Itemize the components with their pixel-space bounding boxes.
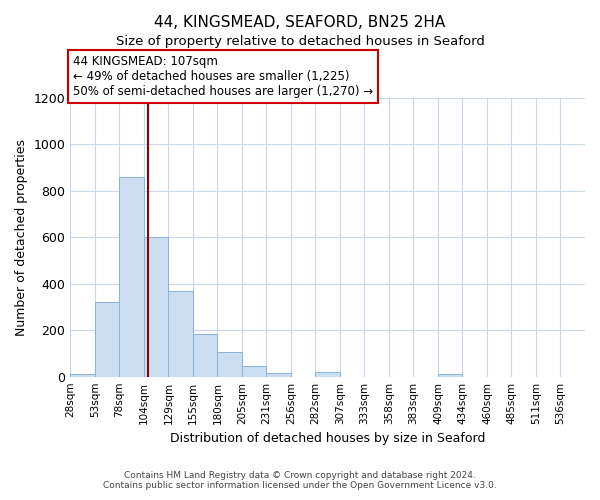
- Text: Contains HM Land Registry data © Crown copyright and database right 2024.
Contai: Contains HM Land Registry data © Crown c…: [103, 470, 497, 490]
- Bar: [193, 334, 217, 376]
- Bar: [169, 291, 193, 376]
- Bar: [242, 366, 266, 376]
- Bar: [70, 374, 95, 376]
- Bar: [95, 302, 119, 376]
- Bar: [217, 352, 242, 376]
- Bar: [266, 373, 291, 376]
- Y-axis label: Number of detached properties: Number of detached properties: [15, 139, 28, 336]
- Bar: [119, 177, 144, 376]
- Text: 44, KINGSMEAD, SEAFORD, BN25 2HA: 44, KINGSMEAD, SEAFORD, BN25 2HA: [154, 15, 446, 30]
- Text: Size of property relative to detached houses in Seaford: Size of property relative to detached ho…: [116, 35, 484, 48]
- Bar: [144, 238, 169, 376]
- X-axis label: Distribution of detached houses by size in Seaford: Distribution of detached houses by size …: [170, 432, 485, 445]
- Bar: [316, 372, 340, 376]
- Bar: [438, 374, 463, 376]
- Text: 44 KINGSMEAD: 107sqm
← 49% of detached houses are smaller (1,225)
50% of semi-de: 44 KINGSMEAD: 107sqm ← 49% of detached h…: [73, 55, 373, 98]
